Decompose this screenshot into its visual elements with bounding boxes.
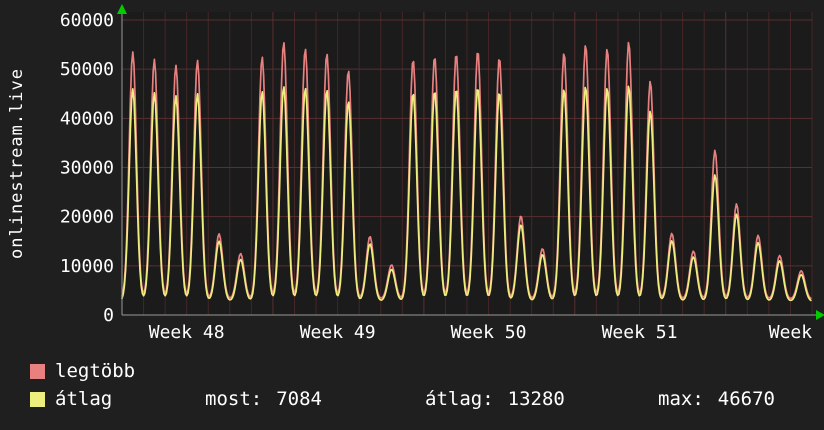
svg-text:30000: 30000 (60, 158, 114, 179)
svg-text:0: 0 (103, 305, 114, 326)
svg-text:10000: 10000 (60, 256, 114, 277)
stat-max-value: 46670 (717, 388, 775, 410)
legend-item-legtobb: legtöbb (30, 360, 135, 382)
stat-max-label: max: (658, 388, 704, 410)
svg-text:Week 51: Week 51 (602, 322, 678, 343)
chart-canvas: 0 10000 20000 30000 40000 50000 60000 Week 48 We… (60, 4, 824, 343)
svg-text:50000: 50000 (60, 59, 114, 80)
stat-most: most: 7084 (205, 388, 322, 410)
svg-text:Week 49: Week 49 (300, 322, 376, 343)
stat-average-label: átlag: (425, 388, 494, 410)
legend-item-atlag: átlag (30, 388, 112, 410)
stat-average-value: 13280 (507, 388, 565, 410)
svg-text:Week 48: Week 48 (149, 322, 225, 343)
legend-swatch-legtobb (30, 363, 45, 379)
svg-text:Week 50: Week 50 (451, 322, 527, 343)
svg-text:Week: Week (769, 322, 813, 343)
stat-most-value: 7084 (276, 388, 322, 410)
legend-label-legtobb: legtöbb (55, 360, 136, 382)
legend-swatch-atlag (30, 391, 45, 407)
svg-text:20000: 20000 (60, 207, 114, 228)
stat-average: átlag: 13280 (425, 388, 565, 410)
legend-label-atlag: átlag (55, 388, 113, 410)
stat-max: max: 46670 (658, 388, 775, 410)
svg-text:40000: 40000 (60, 108, 114, 129)
stat-most-label: most: (205, 388, 263, 410)
svg-text:60000: 60000 (60, 10, 114, 31)
